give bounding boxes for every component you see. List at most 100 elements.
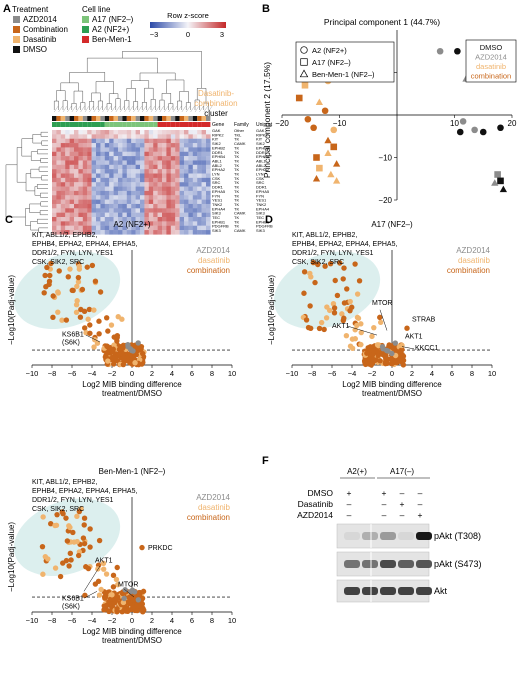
protein-label: AKT1 (332, 323, 350, 330)
gene-table-cell: TK (234, 193, 239, 198)
heatmap-cell (60, 173, 66, 179)
heatmap-cell (206, 156, 211, 161)
gene-table-cell: TK (234, 172, 239, 177)
heatmap-cell (65, 208, 70, 213)
heatmap-cell (87, 177, 92, 183)
cellline-bar-cell (56, 122, 61, 127)
heatmap-cell (184, 221, 189, 226)
volcano-x-tick-label: −8 (48, 616, 57, 625)
pca-point (332, 160, 341, 167)
treatment-bar-cell (131, 116, 136, 121)
heatmap-cell (65, 212, 70, 218)
heatmap-cell (109, 151, 114, 157)
heatmap-cell (140, 203, 145, 209)
gene-table-cell: ABL2 (212, 163, 223, 168)
column-label-mark (208, 105, 213, 113)
volcano-point (81, 515, 88, 521)
heatmap-cell (91, 138, 97, 144)
volcano-point (389, 360, 395, 367)
heatmap-cell (91, 147, 97, 152)
heatmap-cell (91, 182, 97, 187)
gene-table-cell: RIPK2 (256, 132, 268, 137)
heatmap-cell (201, 195, 207, 200)
heatmap-cell (109, 212, 114, 218)
heatmap-cell (104, 225, 110, 231)
gene-table-cell: EPHA2 (212, 167, 226, 172)
heatmap-cell (188, 173, 193, 179)
treatment-bar-cell (206, 116, 211, 121)
heatmap-cell (206, 225, 211, 231)
pca-point (456, 128, 464, 136)
heatmap-cell (201, 143, 207, 148)
cellline-bar-cell (113, 122, 118, 127)
heatmap-cell (188, 203, 193, 209)
volcano-point (114, 594, 121, 600)
heatmap-cell (175, 156, 180, 161)
volcano-point (79, 286, 86, 293)
volcano-point (82, 325, 88, 331)
heatmap-cell (192, 186, 198, 192)
heatmap-cell (192, 212, 198, 218)
heatmap-cell (206, 208, 211, 213)
gene-table-cell: DDR1 (256, 150, 268, 155)
heatmap-cell (60, 164, 66, 170)
volcano-point (352, 261, 358, 267)
heatmap-cell (100, 134, 105, 139)
volcano-point (322, 263, 328, 269)
heatmap-cell (140, 160, 145, 165)
dendrogram-branch (91, 92, 101, 102)
heatmap-cell (153, 138, 158, 144)
heatmap-cell (175, 147, 180, 152)
heatmap-cell (52, 147, 57, 152)
volcano-point (100, 560, 107, 567)
volcano-point (59, 317, 65, 323)
heatmap-cell (78, 221, 83, 226)
cellline-bar-cell (60, 122, 66, 127)
dendrogram-branch (177, 100, 183, 110)
heatmap-cell (74, 225, 79, 231)
gene-table-cell: GAK (212, 128, 221, 133)
gene-table-cell: TK (234, 154, 239, 159)
western-sign: – (347, 510, 352, 520)
heatmap-cell (135, 138, 141, 144)
gene-table-cell: KIT (212, 137, 219, 142)
volcano-point (138, 343, 145, 350)
heatmap-cell (201, 199, 207, 205)
heatmap-cell (65, 147, 70, 152)
heatmap-cell (87, 138, 92, 144)
heatmap-cell (197, 186, 202, 192)
heatmap-cell (74, 156, 79, 161)
dendrogram-branch (25, 208, 31, 226)
heatmap-cell (201, 134, 207, 139)
heatmap-cell (56, 160, 61, 165)
heatmap-cell (206, 151, 211, 157)
heatmap-cell (74, 221, 79, 226)
heatmap-cell (179, 221, 185, 226)
heatmap-cell (56, 203, 61, 209)
heatmap-cell (175, 177, 180, 183)
heatmap-cell (197, 130, 202, 135)
volcano-point (113, 576, 120, 583)
heatmap-cell (131, 203, 136, 209)
heatmap-cell (144, 169, 149, 174)
volcano-point (78, 306, 84, 313)
heatmap-cell (126, 217, 132, 222)
volcano-point (46, 281, 52, 288)
volcano-point (114, 608, 120, 614)
heatmap-cell (192, 138, 198, 144)
heatmap-cell (65, 151, 70, 157)
heatmap-cell (206, 134, 211, 139)
cellline-bar-cell (126, 122, 132, 127)
legend-treatment-label: combination (471, 72, 511, 81)
heatmap-cell (96, 230, 101, 235)
western-row-label: DMSO (308, 488, 334, 498)
cellline-bar-cell (69, 122, 74, 127)
heatmap-cell (100, 169, 105, 174)
heatmap-cell (131, 177, 136, 183)
heatmap-cell (126, 156, 132, 161)
protein-label: MTOR (118, 582, 138, 589)
heatmap-cell (135, 225, 141, 231)
heatmap-cell (69, 147, 75, 152)
heatmap-cell (192, 151, 198, 157)
heatmap-cell (118, 164, 123, 170)
